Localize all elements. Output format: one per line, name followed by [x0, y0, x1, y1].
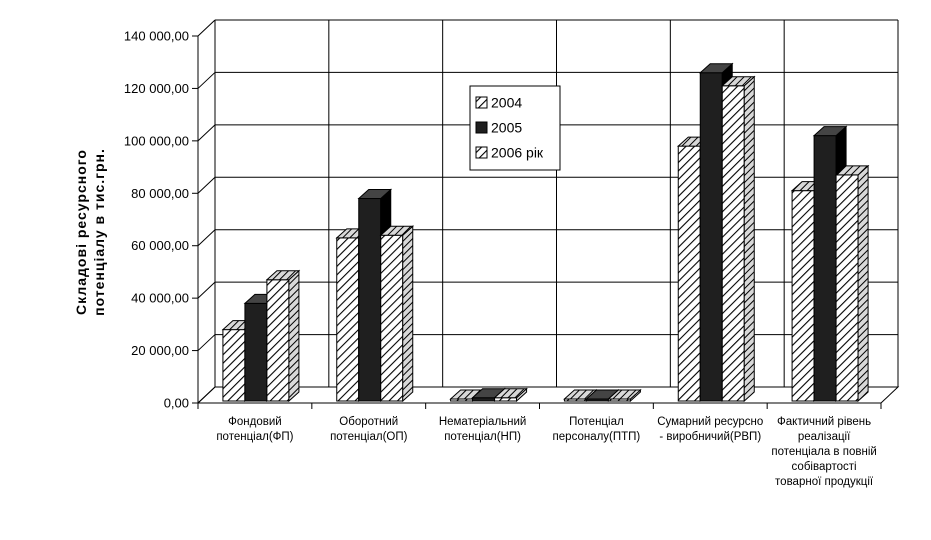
bar-2006-рік-front: [380, 234, 404, 402]
bar-2005-front: [813, 135, 837, 402]
bar-2006-рік-side: [402, 225, 414, 403]
bar-2006-рік-side: [288, 269, 300, 403]
legend-swatch: [475, 121, 488, 134]
bar-2006-рік-top: [265, 270, 301, 281]
y-tick-label: 20 000,00: [131, 343, 189, 358]
bar-2006-рік-front: [835, 174, 859, 402]
bar-2005-top: [357, 189, 393, 200]
bar-2004-front: [336, 237, 360, 402]
x-axis-labels: Фондовий потенціал(ФП) Оборотний потенціал(…: [216, 416, 876, 488]
bar-2006-рік-front: [266, 279, 290, 402]
bar-2005-top: [698, 63, 734, 74]
bar-2005-front: [699, 72, 723, 402]
grid-line-side: [197, 229, 216, 247]
legend: 2004 2005 2006 рік: [469, 85, 561, 171]
legend-label: 2004: [491, 95, 522, 111]
y-tick-label: 100 000,00: [124, 133, 189, 148]
legend-label: 2006 рік: [491, 145, 544, 161]
bar-2004-front: [791, 190, 815, 402]
gridlines: [197, 19, 899, 404]
bar-2006-рік-top: [720, 76, 756, 87]
y-tick-label: 60 000,00: [131, 238, 189, 253]
grid-line-side: [197, 19, 216, 37]
category-label: Фондовий потенціал(ФП): [216, 416, 293, 443]
bar-2006-рік-side: [857, 164, 869, 403]
category-label: Потенціал персоналу(ПТП): [553, 416, 641, 443]
bars: [221, 62, 870, 403]
y-axis-ticks: 0,00 20 000,00 40 000,00 60 000,00 80 000,00…: [124, 29, 198, 411]
bar-2006-рік-top: [607, 389, 642, 400]
bar-2004-front: [222, 329, 246, 402]
y-tick-label: 120 000,00: [124, 81, 189, 96]
y-tick-label: 80 000,00: [131, 186, 189, 201]
grid-line-side: [197, 386, 216, 404]
bar-2005-top: [812, 126, 848, 137]
legend-swatch: [475, 146, 488, 159]
grid-line-side: [197, 281, 216, 299]
bar-2006-рік-front: [721, 85, 745, 402]
bar-2005-front: [244, 302, 268, 402]
y-axis-title: Складові ресурсного потенціалу в тис.грн.: [73, 148, 107, 316]
category-label: Сумарний ресурсно - виробничий(РВП): [657, 416, 763, 443]
grid-line-side: [197, 334, 216, 351]
category-label: Фактичний рівень реалізації потенціала в п…: [771, 416, 876, 488]
y-tick-label: 0,00: [164, 396, 189, 411]
y-tick-label: 40 000,00: [131, 291, 189, 306]
y-axis-title-text: Складові ресурсного потенціалу в тис.грн.: [73, 148, 107, 316]
legend-label: 2005: [491, 120, 522, 136]
grid-line-side: [197, 176, 216, 194]
bar-2004-front: [677, 145, 701, 402]
category-label: Оборотний потенціал(ОП): [330, 416, 408, 443]
bar-2006-рік-top: [834, 165, 870, 176]
legend-swatch: [475, 96, 488, 109]
bar-2006-рік-top: [379, 225, 415, 236]
y-tick-label: 140 000,00: [124, 29, 189, 44]
grid-line-side: [197, 124, 216, 142]
bar-2005-front: [358, 198, 382, 402]
grid-line-side: [197, 72, 216, 89]
bar-2006-рік-top: [493, 388, 528, 399]
bar-2006-рік-side: [743, 75, 755, 403]
category-label: Нематеріальний потенціал(НП): [439, 416, 527, 443]
